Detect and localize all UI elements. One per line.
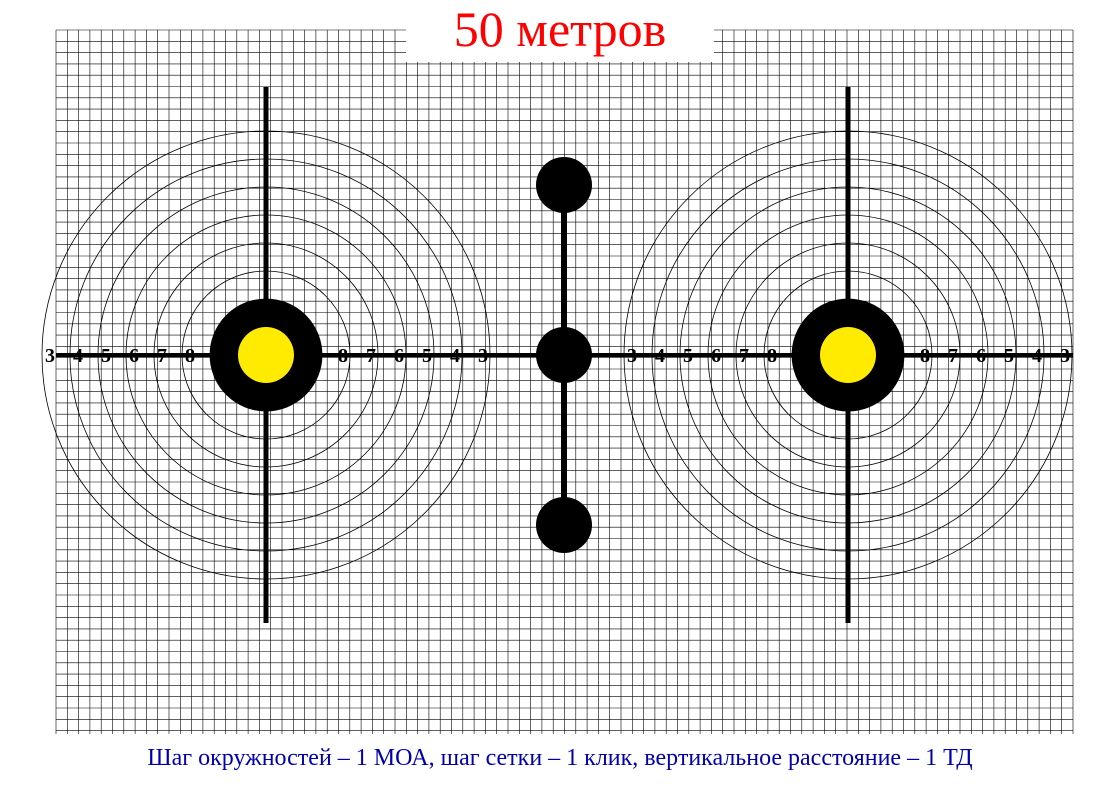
svg-text:7: 7 [157,345,167,367]
center-marker [536,157,592,553]
svg-text:9: 9 [304,345,314,367]
svg-text:3: 3 [627,345,637,367]
svg-text:7: 7 [739,345,749,367]
target-0: 29876543876543 [42,87,490,623]
svg-text:2: 2 [218,345,228,367]
svg-text:5: 5 [683,345,693,367]
page-title: 50 метров [0,0,1120,58]
svg-text:8: 8 [185,345,195,367]
svg-text:8: 8 [338,345,348,367]
svg-text:6: 6 [711,345,721,367]
svg-text:2: 2 [800,345,810,367]
svg-text:5: 5 [101,345,111,367]
svg-text:6: 6 [394,345,404,367]
svg-text:7: 7 [366,345,376,367]
svg-text:4: 4 [73,345,83,367]
svg-text:5: 5 [1004,345,1014,367]
svg-text:5: 5 [422,345,432,367]
svg-text:9: 9 [886,345,896,367]
svg-text:6: 6 [976,345,986,367]
svg-text:4: 4 [1032,345,1042,367]
svg-text:6: 6 [129,345,139,367]
svg-text:3: 3 [478,345,488,367]
svg-text:4: 4 [655,345,665,367]
svg-text:8: 8 [767,345,777,367]
page-subtitle: Шаг окружностей – 1 МОА, шаг сетки – 1 к… [0,745,1120,772]
svg-text:8: 8 [920,345,930,367]
target-diagram: 2987654387654329876543876543 [0,0,1120,790]
svg-text:7: 7 [948,345,958,367]
svg-text:3: 3 [45,345,55,367]
svg-text:4: 4 [450,345,460,367]
svg-text:3: 3 [1060,345,1070,367]
target-1: 29876543876543 [624,87,1072,623]
